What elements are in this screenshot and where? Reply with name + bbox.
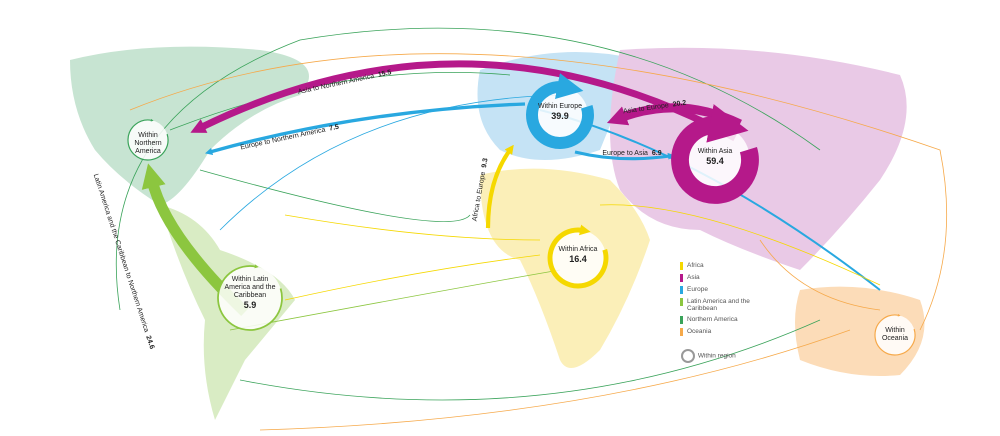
flow-value: 20.2 (672, 100, 687, 109)
legend-label: Africa (687, 262, 704, 269)
legend-swatch (680, 262, 683, 270)
within-arrow (526, 73, 594, 149)
within-value: 5.9 (243, 300, 257, 311)
within-name: Within Oceania (881, 327, 909, 343)
within-bg (532, 87, 588, 143)
legend-within: Within region (680, 348, 770, 364)
legend-label: Northern America (687, 316, 738, 324)
within-label: Within Africa 16.4 (551, 246, 606, 264)
flow-value: 24.6 (144, 335, 155, 350)
legend-swatch (680, 274, 683, 282)
legend: Africa Asia Europe Latin America and the Ca… (680, 262, 770, 340)
flow-label: Europe to Asia 6.9 (602, 150, 661, 157)
legend-swatch (680, 298, 683, 306)
flow-label: Latin America and the Caribbean to North… (92, 173, 155, 350)
legend-swatch (680, 328, 683, 337)
flow-arrow (190, 60, 737, 142)
within-bg (128, 120, 168, 160)
within-label: Within Europe 39.9 (535, 103, 585, 121)
within-bg (218, 266, 282, 330)
within-value: 39.9 (551, 111, 569, 122)
legend-item: Africa (680, 262, 770, 270)
flow-arrow (574, 150, 675, 161)
flow-name: Europe to Northern America (240, 126, 326, 151)
within-label: Within Oceania (873, 327, 918, 343)
within-bg (550, 230, 606, 286)
legend-item: Europe (680, 286, 770, 294)
within-label: Within Asia 59.4 (685, 148, 745, 166)
legend-swatch (680, 316, 683, 325)
within-name: Within Asia (697, 148, 733, 155)
within-value: 16.4 (569, 254, 587, 265)
flow-value: 6.9 (652, 150, 662, 157)
continents (70, 46, 925, 420)
within-arrow (874, 313, 916, 356)
legend-item: Asia (680, 274, 770, 282)
legend-label: Europe (687, 286, 708, 293)
within-arrow (671, 104, 759, 204)
within-name: Within Africa (558, 246, 598, 253)
flow-arrow (204, 102, 526, 155)
flow-arrow (485, 144, 514, 229)
within-bg (875, 315, 915, 355)
within-name: Within Europe (538, 103, 582, 110)
within-arrow (127, 118, 169, 161)
legend-swatch (680, 286, 683, 294)
legend-label: Latin America and the Caribbean (687, 298, 750, 313)
within-label: Within Northern America (126, 132, 171, 156)
within-arrow (547, 224, 609, 289)
legend-item: Oceania (680, 328, 770, 337)
flow-label: Europe to Northern America 7.5 (240, 124, 340, 152)
legend-item: Northern America (680, 316, 770, 325)
within-arrow (217, 264, 283, 331)
flow-name: Latin America and the Caribbean to North… (92, 173, 150, 333)
legend-label: Asia (687, 274, 700, 281)
legend-label: Oceania (687, 328, 712, 336)
within-name: Within Northern America (134, 132, 162, 156)
within-value: 59.4 (706, 156, 724, 167)
flow-value: 15.5 (377, 69, 392, 79)
within-label: Within Latin America and the Caribbean 5.… (220, 276, 280, 310)
flow-value: 7.5 (329, 124, 340, 133)
legend-item: Latin America and the Caribbean (680, 298, 770, 312)
flow-name: Europe to Asia (602, 150, 648, 157)
legend-within-label: Within region (697, 352, 736, 360)
within-name: Within Latin America and the Caribbean (224, 276, 276, 300)
flow-value: 9.3 (481, 158, 490, 169)
